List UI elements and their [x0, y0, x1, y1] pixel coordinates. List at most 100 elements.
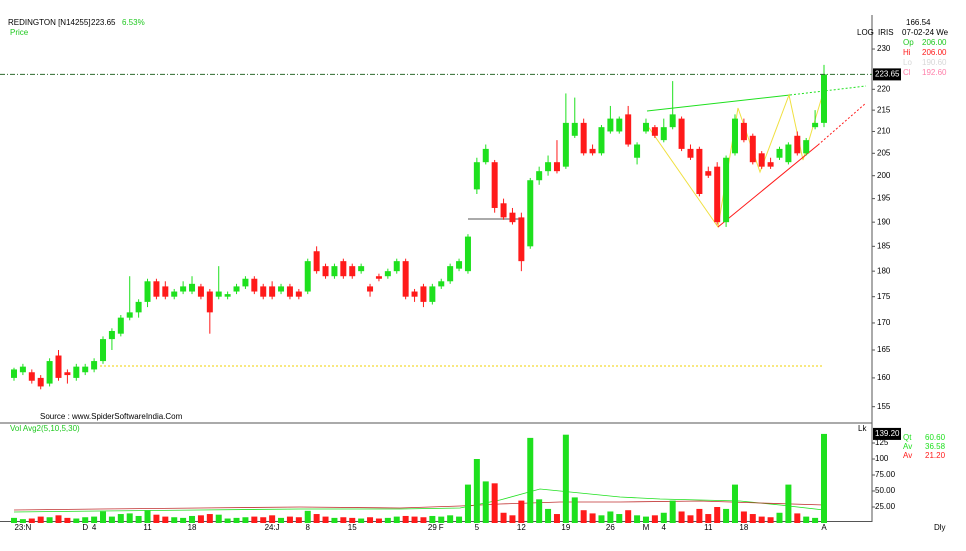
candle-body: [224, 294, 231, 297]
volume-bar: [19, 519, 26, 523]
volume-bar: [482, 481, 489, 523]
y-tick-label: 220: [877, 84, 891, 93]
candle-body: [482, 148, 489, 163]
candle-body: [375, 276, 382, 279]
volume-bar: [180, 517, 187, 523]
candle-body: [660, 127, 667, 141]
volume-bar: [349, 517, 356, 523]
change: 6.53%: [122, 18, 145, 27]
volume-bar: [304, 510, 311, 523]
candle-body: [429, 286, 436, 302]
candle-body: [384, 271, 391, 277]
candle-body: [100, 339, 107, 362]
y-tick-label: 195: [877, 194, 891, 203]
candle-body: [358, 266, 365, 272]
x-tick-label: 18: [188, 523, 197, 532]
volume-average: [13, 500, 825, 511]
candle-body: [785, 144, 792, 163]
candle-body: [767, 162, 774, 167]
legend-name: Av: [903, 442, 912, 451]
last-price: 223.65: [91, 18, 116, 27]
y-tick-label: 175: [877, 292, 891, 301]
volume-bar: [375, 518, 382, 523]
tool-label: IRIS: [878, 28, 894, 37]
candle-body: [518, 217, 525, 262]
volume-bar: [580, 510, 587, 523]
candle-body: [562, 122, 569, 167]
candle-body: [91, 361, 98, 370]
volume-bar: [117, 514, 124, 523]
volume-title: Vol Avg2(5,10,5,30): [10, 424, 80, 433]
candle-body: [731, 118, 738, 154]
x-tick-label: 4: [92, 523, 97, 532]
volume-bar: [571, 497, 578, 523]
candle-body: [331, 266, 338, 277]
volume-bar: [402, 515, 409, 523]
volume-bar: [607, 511, 614, 523]
volume-bar: [313, 514, 320, 523]
volume-bar: [269, 515, 276, 523]
y-tick-label: 200: [877, 171, 891, 180]
candle-body: [180, 286, 187, 292]
x-tick-label: F: [439, 523, 444, 532]
volume-bar: [473, 459, 480, 523]
volume-bar: [589, 513, 596, 523]
trend-line: [646, 94, 791, 112]
volume-bar: [803, 516, 810, 523]
candle-body: [580, 122, 587, 154]
candle-body: [19, 366, 26, 373]
volume-bar: [705, 514, 712, 523]
volume-bar: [286, 516, 293, 523]
x-tick-label: M: [643, 523, 650, 532]
volume-bar: [358, 518, 365, 523]
candle-body: [651, 127, 658, 136]
x-tick-label: 19: [561, 523, 570, 532]
y-tick-label: 190: [877, 217, 891, 226]
volume-bar: [669, 500, 676, 523]
ohlc-name: Cl: [903, 68, 911, 77]
x-tick-label: 29: [428, 523, 437, 532]
candle-body: [144, 281, 151, 302]
volume-bar: [731, 484, 738, 523]
volume-bar: [322, 516, 329, 523]
volume-bar: [651, 515, 658, 523]
candle-body: [553, 162, 560, 172]
volume-bar: [642, 516, 649, 523]
candle-body: [73, 366, 80, 378]
volume-bar: [28, 518, 35, 523]
volume-bar: [723, 508, 730, 523]
volume-tick-label: 125: [875, 438, 889, 447]
candle-body: [705, 171, 712, 176]
volume-bar: [794, 513, 801, 523]
volume-bar: [189, 515, 196, 523]
candle-body: [215, 291, 222, 297]
volume-bar: [536, 499, 543, 523]
candle-body: [420, 286, 427, 302]
volume-bar: [464, 484, 471, 523]
candle-body: [189, 283, 196, 292]
candle-body: [402, 261, 409, 297]
volume-bar: [491, 483, 498, 523]
candle-body: [491, 162, 498, 208]
candle-body: [616, 118, 623, 132]
volume-bar: [411, 516, 418, 523]
candle-body: [313, 251, 320, 272]
candle-body: [349, 266, 356, 277]
legend-value: 21.20: [925, 451, 946, 460]
candle-body: [669, 114, 676, 128]
volume-bar: [634, 515, 641, 523]
candle-body: [714, 166, 721, 223]
volume-bar: [73, 518, 80, 523]
candle-body: [55, 355, 62, 378]
volume-bar: [687, 515, 694, 523]
ohlc-name: Lo: [903, 58, 912, 67]
candle-body: [28, 372, 35, 381]
volume-bar: [100, 511, 107, 523]
candle-body: [295, 291, 302, 297]
volume-bar: [545, 508, 552, 523]
x-tick-label: 11: [704, 523, 713, 532]
candle-body: [607, 118, 614, 132]
candle-body: [46, 361, 53, 384]
volume-bar: [206, 514, 213, 523]
candle-body: [269, 286, 276, 297]
